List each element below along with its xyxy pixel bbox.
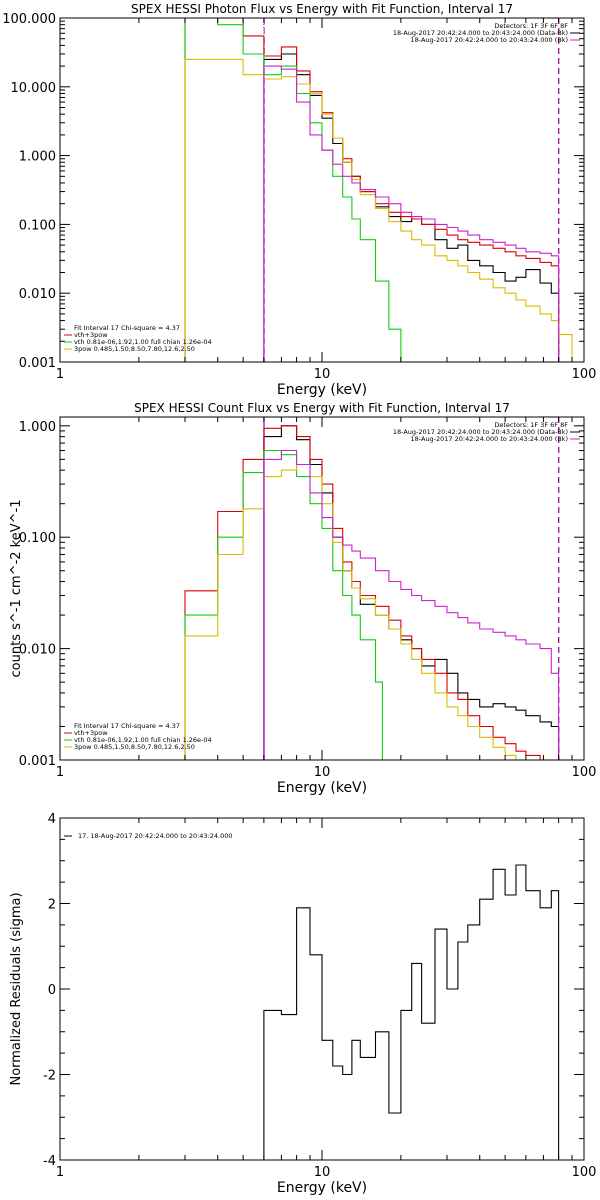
x-tick-label: 100 <box>572 367 597 382</box>
chart-title: SPEX HESSI Photon Flux vs Energy with Fi… <box>131 2 513 16</box>
x-axis-label: Energy (keV) <box>277 382 367 398</box>
residuals-panel: 1 10 100 Energy (keV) -4 -2 0 2 4 Normalized Resi… <box>9 812 596 1196</box>
legend-bottomleft-text: vth 0.81e-06,1.92,1.00 full chian 1.26e-… <box>74 736 212 744</box>
legend-topright-text: 18-Aug-2017 20:42:24.000 to 20:43:24.000… <box>393 29 568 37</box>
legend-bottomleft-text: vth 0.81e-06,1.92,1.00 full chian 1.26e-… <box>74 338 212 346</box>
legend-bottomleft-text: vth+3pow <box>74 331 108 339</box>
y-tick-label: 0.100 <box>19 531 56 546</box>
y-axis-label: Normalized Residuals (sigma) <box>9 892 24 1085</box>
x-tick-label: 1 <box>56 765 64 780</box>
legend-topright-text: 18-Aug-2017 20:42:24.000 to 20:43:24.000… <box>411 36 568 44</box>
y-tick-label: 0 <box>48 983 56 998</box>
plot-area <box>184 18 573 362</box>
y-tick-label: 4 <box>48 812 56 827</box>
legend-topleft-text: 17. 18-Aug-2017 20:42:24.000 to 20:43:24… <box>78 832 233 840</box>
y-tick-label: 2 <box>48 898 56 913</box>
y-axis-label: counts s^-1 cm^-2 keV^-1 <box>9 500 24 678</box>
series-line-yellow <box>184 58 573 362</box>
y-tick-label: -4 <box>43 1154 56 1169</box>
legend-bottomleft-text: 3pow 0.485,1.50,8.50,7.80,12.6,2.50 <box>74 345 195 353</box>
series-line-yellow <box>184 463 527 760</box>
legend-bottomleft-text: Fit Interval 17 Chi-square = 4.37 <box>74 324 180 332</box>
x-tick-label: 10 <box>314 1165 331 1180</box>
y-tick-label: 1.000 <box>19 420 56 435</box>
count-flux-panel: SPEX HESSI Count Flux vs Energy with Fit… <box>9 401 596 796</box>
legend-bottomleft-text: 3pow 0.485,1.50,8.50,7.80,12.6,2.50 <box>74 743 195 751</box>
legend-topright-text: Detectors: 1F 3F 6F 8F <box>494 22 568 30</box>
x-tick-label: 10 <box>314 367 331 382</box>
plot-area <box>184 425 560 760</box>
series-line-black <box>263 864 560 1160</box>
x-tick-label: 100 <box>572 765 597 780</box>
series-line-black <box>263 53 560 362</box>
series-line-green <box>184 449 383 760</box>
y-tick-label: 1.000 <box>19 150 56 165</box>
y-tick-label: 0.001 <box>19 754 56 769</box>
y-tick-label: -2 <box>43 1069 56 1084</box>
y-tick-label: 0.010 <box>19 287 56 302</box>
y-tick-label: 0.001 <box>19 356 56 371</box>
series-line-magenta <box>263 449 560 760</box>
y-tick-label: 100.000 <box>2 12 56 27</box>
x-tick-label: 100 <box>572 1165 597 1180</box>
plot-area <box>263 864 560 1160</box>
x-tick-label: 10 <box>314 765 331 780</box>
legend-topright-text: Detectors: 1F 3F 6F 8F <box>494 421 568 429</box>
x-axis-label: Energy (keV) <box>277 1180 367 1196</box>
x-axis-label: Energy (keV) <box>277 780 367 796</box>
series-line-magenta <box>263 65 560 362</box>
series-line-red <box>184 425 552 760</box>
y-tick-label: 0.100 <box>19 218 56 233</box>
series-line-red <box>184 18 560 362</box>
legend-bottomleft-text: vth+3pow <box>74 729 108 737</box>
plot-frame <box>59 17 585 363</box>
y-tick-label: 10.000 <box>11 81 57 96</box>
legend-bottomleft-text: Fit Interval 17 Chi-square = 4.37 <box>74 722 180 730</box>
chart-title: SPEX HESSI Count Flux vs Energy with Fit… <box>134 401 510 415</box>
x-tick-label: 1 <box>56 367 64 382</box>
x-tick-label: 1 <box>56 1165 64 1180</box>
legend-topright-text: 18-Aug-2017 20:42:24.000 to 20:43:24.000… <box>393 428 568 436</box>
legend-topright-text: 18-Aug-2017 20:42:24.000 to 20:43:24.000… <box>411 435 568 443</box>
y-tick-label: 0.010 <box>19 643 56 658</box>
photon-flux-panel: SPEX HESSI Photon Flux vs Energy with Fi… <box>2 2 596 398</box>
